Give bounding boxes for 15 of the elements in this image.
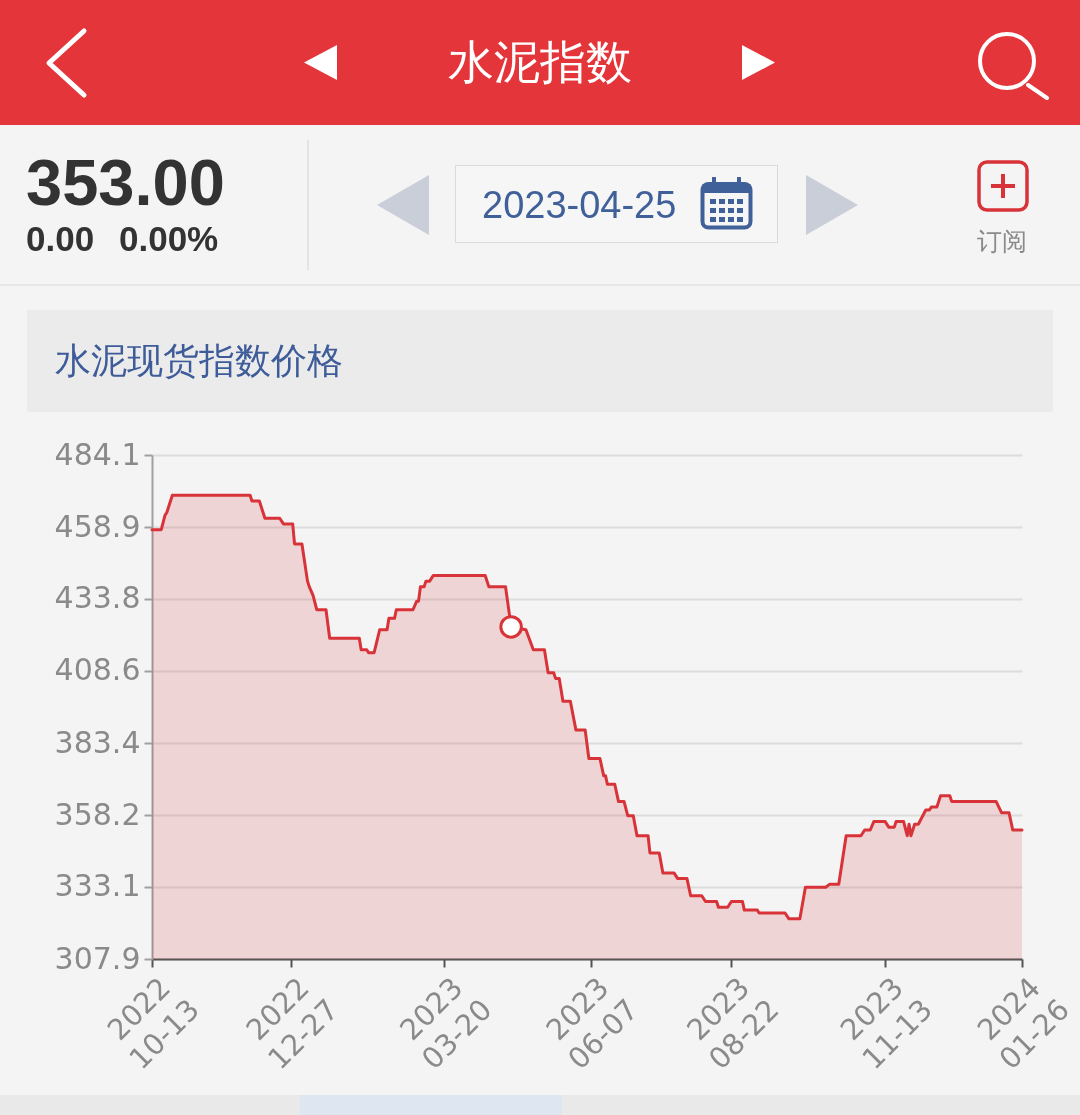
y-tick-label: 484.1 xyxy=(54,436,141,472)
y-tick-label: 358.2 xyxy=(54,796,141,832)
y-tick-label: 408.6 xyxy=(54,652,141,688)
text: 0.00 xyxy=(26,219,95,258)
y-tick-label: 433.8 xyxy=(54,580,141,616)
text: 订阅 xyxy=(976,227,1028,256)
text: 0.00% xyxy=(119,219,219,258)
y-tick-label: 383.4 xyxy=(54,724,141,760)
y-tick-label: 333.1 xyxy=(54,868,141,904)
text: 353.00 xyxy=(26,146,225,219)
chart-title: 水泥指数 xyxy=(0,0,1080,125)
y-tick-label: 307.9 xyxy=(54,940,141,976)
chart-subtitle: 水泥现货指数价格 xyxy=(55,339,343,383)
text: 2023-04-25 xyxy=(482,184,677,226)
y-tick-label: 458.9 xyxy=(54,508,141,544)
